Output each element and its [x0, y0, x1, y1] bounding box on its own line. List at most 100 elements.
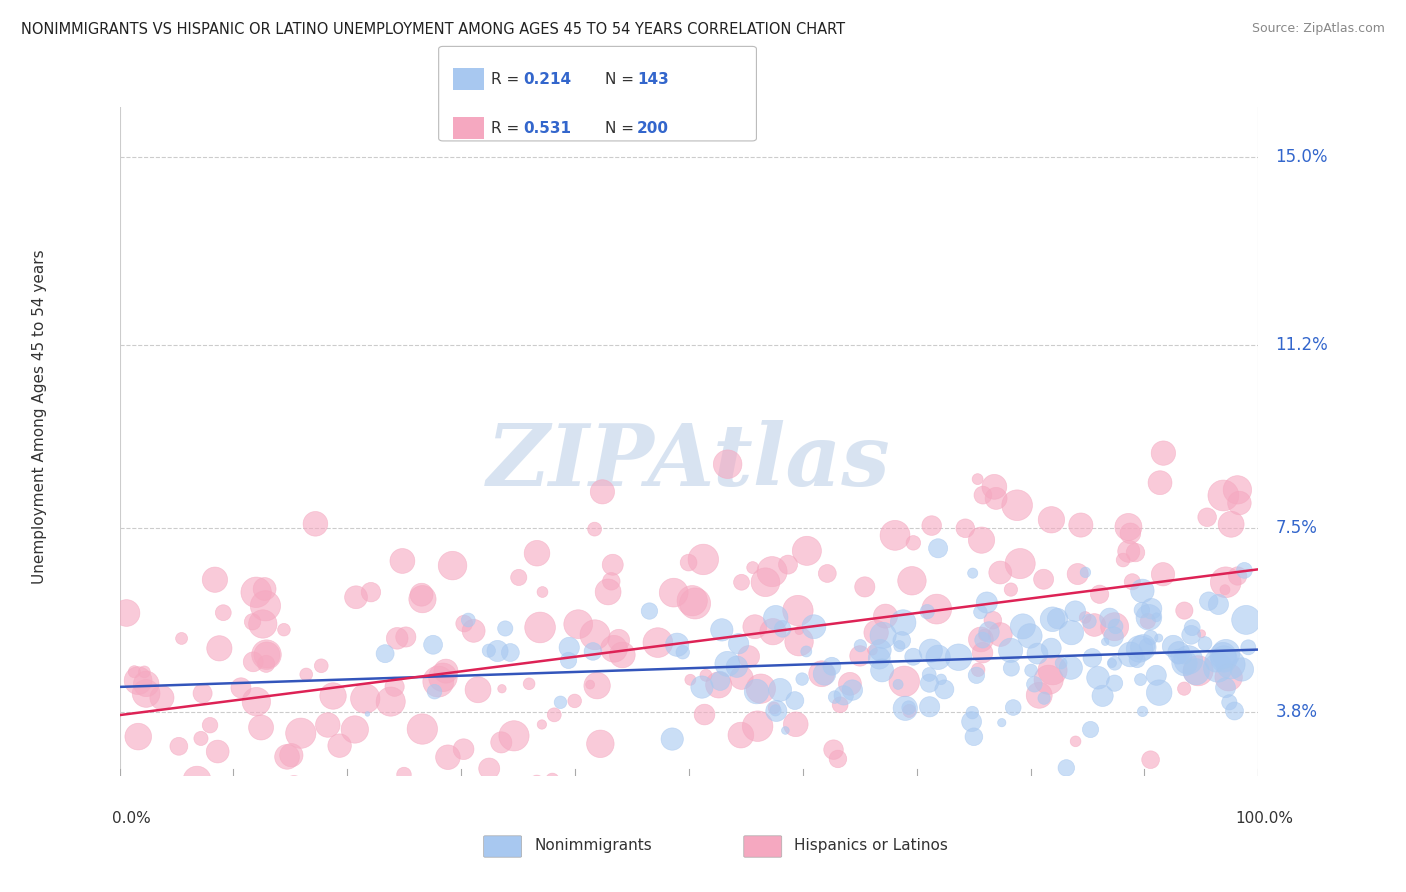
Point: [1126, 653, 1149, 667]
Point: [1091, 689, 1114, 703]
Point: [526, 776, 548, 790]
Point: [1050, 656, 1073, 670]
Point: [1060, 625, 1083, 640]
Point: [309, 658, 332, 673]
Text: N =: N =: [605, 72, 638, 87]
Point: [1213, 582, 1236, 597]
Point: [960, 714, 983, 729]
Point: [787, 624, 810, 638]
Point: [824, 690, 846, 704]
Point: [1173, 681, 1195, 696]
Point: [115, 812, 138, 826]
Text: N =: N =: [605, 121, 638, 136]
Point: [1098, 611, 1121, 625]
Point: [1220, 517, 1243, 532]
Point: [1040, 513, 1063, 527]
Point: [1197, 510, 1219, 524]
Point: [710, 623, 733, 637]
Point: [775, 723, 797, 738]
Point: [891, 615, 914, 630]
Point: [1119, 648, 1142, 662]
Point: [970, 533, 993, 548]
Point: [273, 623, 295, 637]
Point: [1112, 553, 1135, 567]
Point: [1212, 488, 1234, 502]
Point: [695, 668, 717, 682]
Point: [962, 566, 984, 581]
Point: [165, 789, 187, 804]
Point: [1161, 639, 1184, 653]
Text: R =: R =: [491, 72, 524, 87]
Point: [918, 699, 941, 714]
Point: [531, 585, 554, 599]
Point: [1212, 648, 1234, 663]
Point: [1226, 569, 1249, 583]
Point: [990, 715, 1012, 730]
Point: [1042, 663, 1064, 677]
Point: [467, 682, 489, 697]
Point: [322, 689, 344, 703]
Point: [887, 677, 910, 691]
Point: [865, 625, 887, 640]
Point: [730, 728, 752, 742]
Point: [550, 695, 572, 709]
Point: [254, 657, 277, 671]
Point: [526, 546, 548, 560]
Point: [981, 613, 1004, 627]
Point: [765, 704, 787, 718]
Point: [1173, 604, 1195, 618]
Point: [1078, 615, 1101, 629]
Point: [890, 633, 912, 648]
Point: [558, 640, 581, 655]
Point: [1147, 631, 1170, 645]
Point: [517, 677, 540, 691]
Point: [796, 544, 818, 558]
Point: [810, 666, 832, 681]
Text: Source: ZipAtlas.com: Source: ZipAtlas.com: [1251, 22, 1385, 36]
Text: 15.0%: 15.0%: [1275, 147, 1327, 166]
Text: 0.214: 0.214: [523, 72, 571, 87]
Point: [827, 752, 849, 766]
Point: [276, 749, 298, 764]
Point: [583, 628, 606, 642]
Text: Unemployment Among Ages 45 to 54 years: Unemployment Among Ages 45 to 54 years: [32, 250, 48, 584]
Point: [970, 632, 993, 647]
Point: [1064, 604, 1087, 618]
Point: [821, 659, 844, 673]
Point: [1218, 670, 1240, 684]
Point: [1137, 610, 1160, 624]
Point: [976, 595, 998, 609]
Point: [392, 767, 415, 781]
Point: [422, 638, 444, 652]
Point: [966, 472, 988, 486]
Point: [1233, 563, 1256, 577]
Point: [391, 554, 413, 568]
Point: [1026, 647, 1049, 661]
Point: [253, 582, 276, 596]
Point: [1042, 612, 1064, 626]
Point: [290, 726, 312, 740]
Point: [678, 556, 700, 570]
Point: [343, 723, 366, 737]
Point: [666, 638, 689, 652]
Point: [411, 722, 433, 736]
Point: [1139, 753, 1161, 767]
Point: [1144, 668, 1167, 682]
Point: [915, 605, 938, 619]
Point: [1167, 646, 1189, 660]
Point: [1185, 665, 1208, 679]
Point: [503, 729, 526, 743]
Point: [127, 730, 149, 744]
Point: [344, 591, 367, 605]
Point: [612, 648, 634, 662]
Point: [1234, 613, 1257, 627]
Point: [1187, 664, 1209, 678]
Point: [1005, 498, 1028, 512]
Point: [600, 574, 623, 589]
Point: [1074, 610, 1097, 624]
Point: [1208, 598, 1230, 612]
Point: [395, 630, 418, 644]
Point: [190, 731, 212, 746]
Point: [1118, 520, 1140, 534]
Point: [1000, 582, 1022, 597]
